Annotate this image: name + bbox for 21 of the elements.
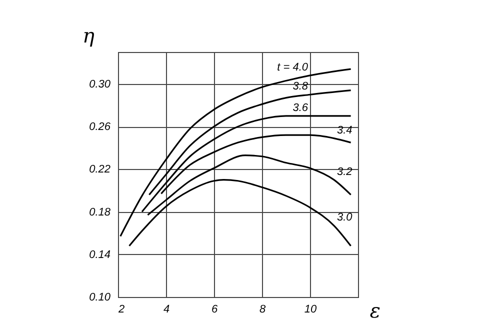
y-tick-label: 0.26	[89, 121, 112, 134]
x-tick-label: 8	[259, 304, 266, 316]
x-tick-label: 10	[304, 304, 318, 316]
y-tick-label: 0.10	[89, 292, 112, 304]
line-series	[128, 179, 352, 247]
y-tick-label: 0.14	[89, 248, 110, 261]
y-axis-title: η	[82, 24, 95, 48]
series-label: 3.4	[337, 124, 352, 136]
y-tick-label: 0.30	[89, 78, 112, 90]
line-series	[148, 90, 352, 196]
x-tick-label: 2	[118, 304, 125, 316]
line-series	[141, 115, 352, 213]
x-tick-label: 4	[163, 304, 170, 316]
series-label: 3.6	[292, 102, 309, 114]
line-series	[160, 134, 352, 194]
y-tick-label: 0.18	[89, 206, 112, 218]
y-tick-label: 0.22	[89, 164, 110, 176]
x-axis-title: ε	[370, 298, 380, 320]
series-label: 3.0	[337, 212, 354, 224]
series-label: t = 4.0	[277, 61, 309, 74]
x-tick-label: 6	[211, 304, 218, 316]
